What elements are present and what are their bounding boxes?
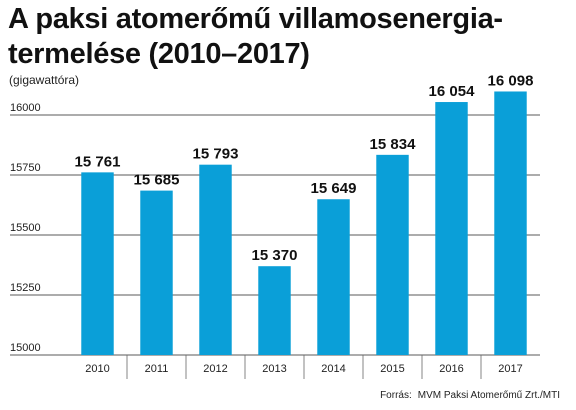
category-separators xyxy=(126,355,482,379)
data-label: 16 054 xyxy=(429,83,476,100)
x-tick-label: 2010 xyxy=(85,363,109,375)
source-label: Forrás: xyxy=(380,390,412,401)
bars xyxy=(81,91,527,355)
y-tick-label: 15250 xyxy=(10,282,41,294)
data-label: 15 685 xyxy=(134,172,180,189)
x-tick-label: 2016 xyxy=(439,363,463,375)
x-tick-label: 2011 xyxy=(145,363,169,375)
bar xyxy=(317,199,350,355)
data-label: 16 098 xyxy=(488,72,534,89)
data-label: 15 370 xyxy=(252,247,298,264)
y-tick-label: 16000 xyxy=(10,102,41,114)
x-tick-label: 2017 xyxy=(498,363,522,375)
x-tick-label: 2013 xyxy=(262,363,286,375)
bar xyxy=(258,266,291,355)
x-tick-label: 2015 xyxy=(380,363,404,375)
y-tick-label: 15750 xyxy=(10,162,41,174)
y-tick-label: 15500 xyxy=(10,222,41,234)
bar xyxy=(199,164,232,355)
bar xyxy=(494,91,527,355)
x-tick-label: 2012 xyxy=(203,363,227,375)
data-label: 15 793 xyxy=(193,146,239,163)
source-text: MVM Paksi Atomerőmű Zrt./MTI xyxy=(417,390,560,401)
data-labels: 15 761 15 685 15 793 15 370 15 649 15 834 16 0… xyxy=(75,72,534,264)
x-axis-ticks: 2010 2011 2012 2013 2014 2015 2016 2017 xyxy=(85,363,522,375)
bar xyxy=(81,172,114,355)
y-tick-label: 15000 xyxy=(10,342,41,354)
bar xyxy=(376,154,409,355)
chart-title: A paksi atomerőmű villamosenergia-termel… xyxy=(8,3,503,70)
data-label: 15 761 xyxy=(75,153,121,170)
x-tick-label: 2014 xyxy=(321,363,345,375)
data-label: 15 649 xyxy=(311,180,357,197)
bar xyxy=(435,102,468,355)
y-axis-ticks: 15000 15250 15500 15750 16000 xyxy=(10,102,41,354)
unit-label: (gigawattóra) xyxy=(9,73,80,87)
source-note: Forrás: MVM Paksi Atomerőmű Zrt./MTI xyxy=(380,390,560,401)
data-label: 15 834 xyxy=(370,136,417,153)
bar xyxy=(140,190,173,355)
